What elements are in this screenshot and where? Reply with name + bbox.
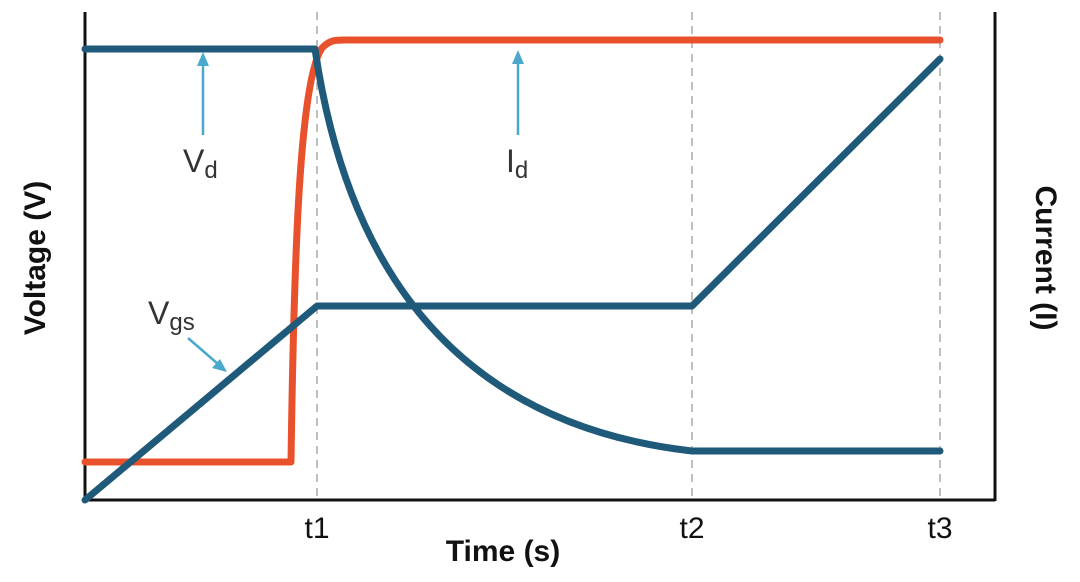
id-label: Id — [506, 143, 528, 184]
vd-arrow — [197, 52, 209, 135]
vgs-label: Vgs — [148, 295, 195, 336]
y-axis-title-left: Voltage (V) — [19, 181, 52, 335]
vgs-arrow — [187, 337, 227, 372]
x-tick-label-t2: t2 — [679, 512, 704, 545]
series-vgs-line — [81, 55, 944, 504]
y-axis-title-right: Current (I) — [1029, 186, 1062, 331]
vd-label: Vd — [183, 143, 218, 184]
x-tick-label-t1: t1 — [304, 512, 329, 545]
series-id-line — [81, 36, 944, 466]
x-tick-label-t3: t3 — [927, 512, 952, 545]
id-arrow — [512, 50, 524, 135]
x-axis-title: Time (s) — [446, 535, 560, 568]
